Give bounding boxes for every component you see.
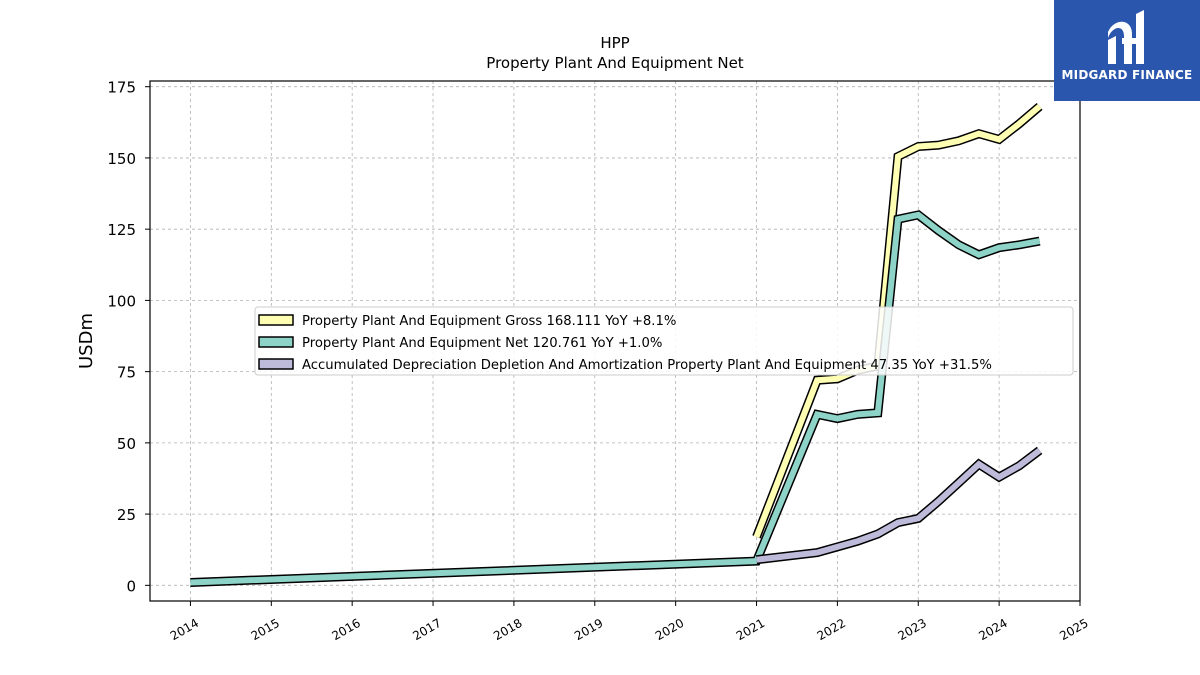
chart-subtitle: Property Plant And Equipment Net <box>486 54 743 72</box>
y-tick-label: 175 <box>107 79 136 97</box>
series-line <box>190 211 1041 586</box>
y-tick-label: 150 <box>107 150 136 168</box>
y-tick-label: 125 <box>107 221 136 239</box>
legend-label: Property Plant And Equipment Gross 168.1… <box>302 314 676 329</box>
y-tick-label: 50 <box>117 435 136 453</box>
legend-label: Accumulated Depreciation Depletion And A… <box>302 358 992 373</box>
midgard-logo-icon <box>1108 10 1144 64</box>
x-tick-label: 2019 <box>572 616 605 643</box>
legend-swatch <box>258 358 294 370</box>
brand-logo: MIDGARD FINANCE <box>1054 0 1200 101</box>
series-line-outline <box>190 210 1041 587</box>
x-tick-label: 2016 <box>329 616 362 643</box>
y-axis-label: USDm <box>76 313 97 369</box>
series-2 <box>755 446 1043 565</box>
x-tick-label: 2024 <box>976 616 1009 643</box>
y-tick-label: 100 <box>107 292 136 310</box>
series-1 <box>190 210 1041 587</box>
x-tick-label: 2022 <box>815 616 848 643</box>
plot-frame <box>149 80 1081 602</box>
x-tick-label: 2023 <box>896 616 929 643</box>
brand-name: MIDGARD FINANCE <box>1061 68 1193 82</box>
x-tick-label: 2014 <box>168 616 201 643</box>
series-line <box>756 448 1042 563</box>
series-0 <box>752 102 1043 539</box>
chart-title: HPP <box>600 34 629 52</box>
x-tick-label: 2018 <box>491 616 524 643</box>
series-line <box>753 104 1042 538</box>
legend: Property Plant And Equipment Gross 168.1… <box>254 306 1074 376</box>
legend-box <box>254 306 1074 376</box>
y-tick-label: 0 <box>126 577 136 595</box>
x-tick-label: 2021 <box>734 616 767 643</box>
y-tick-label: 25 <box>117 506 136 524</box>
x-tick-label: 2020 <box>653 616 686 643</box>
legend-swatch <box>258 336 294 348</box>
series-lines <box>190 102 1043 587</box>
legend-label: Property Plant And Equipment Net 120.761… <box>302 336 662 351</box>
x-tick-label: 2017 <box>410 616 443 643</box>
legend-swatch <box>258 314 294 326</box>
y-tick-label: 75 <box>117 364 136 382</box>
x-tick-label: 2025 <box>1057 616 1090 643</box>
x-tick-label: 2015 <box>249 616 282 643</box>
